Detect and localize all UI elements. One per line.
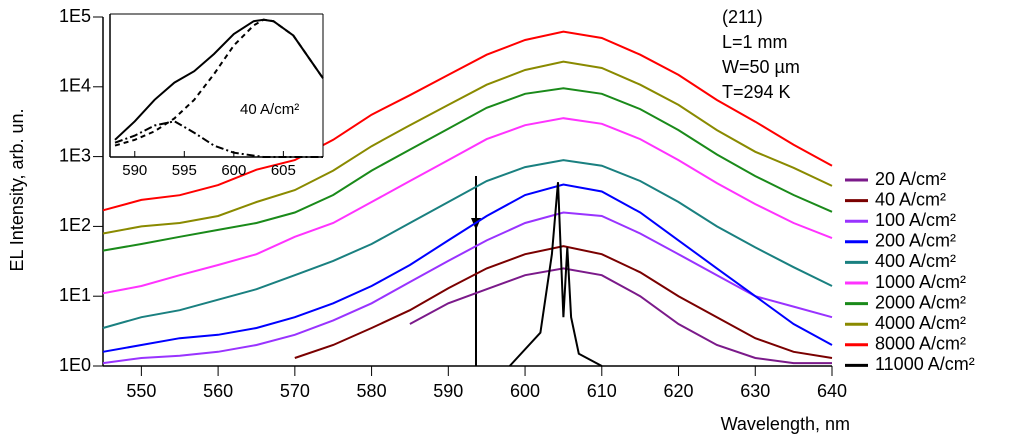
series-line [102,117,833,295]
legend-label: 100 A/cm² [875,210,956,230]
annotation: T=294 K [722,82,791,102]
series-line [102,30,833,212]
x-tick-label: 570 [280,381,310,401]
x-tick-label: 605 [271,162,296,179]
y-tick-label: 1E2 [59,215,91,235]
x-tick-label: 590 [122,162,147,179]
x-tick-label: 580 [357,381,387,401]
series-line [114,120,323,158]
series-line [102,60,833,235]
series-line [102,87,833,252]
inset-bg [110,14,323,157]
x-tick-label: 590 [433,381,463,401]
x-tick-label: 560 [203,381,233,401]
y-tick-label: 1E5 [59,6,91,26]
y-tick-label: 1E0 [59,355,91,375]
y-tick-label: 1E1 [59,285,91,305]
x-tick-label: 600 [221,162,246,179]
inset-label: 40 A/cm² [240,101,299,118]
series-line [508,182,603,367]
series-line [102,183,833,353]
legend-label: 40 A/cm² [875,189,946,209]
series-line [114,18,324,147]
y-tick-label: 1E3 [59,145,91,165]
annotation: L=1 mm [722,32,788,52]
legend-label: 200 A/cm² [875,231,956,251]
x-tick-label: 600 [510,381,540,401]
series-line [294,245,833,359]
x-tick-label: 630 [740,381,770,401]
x-tick-label: 620 [664,381,694,401]
legend-label: 2000 A/cm² [875,292,966,312]
x-tick-label: 640 [817,381,847,401]
series-line [102,159,833,329]
x-tick-label: 610 [587,381,617,401]
y-tick-label: 1E4 [59,76,91,96]
x-axis-label: Wavelength, nm [721,414,850,434]
x-tick-label: 595 [172,162,197,179]
series-line [409,267,832,365]
legend-label: 400 A/cm² [875,251,956,271]
legend-label: 1000 A/cm² [875,272,966,292]
legend-label: 8000 A/cm² [875,334,966,354]
annotation: (211) [722,7,763,27]
legend-label: 20 A/cm² [875,169,946,189]
annotation: W=50 µm [722,57,800,77]
legend-label: 4000 A/cm² [875,313,966,333]
y-axis-label: EL Intensity, arb. un. [7,108,27,271]
legend-label: 11000 A/cm² [875,354,975,374]
x-tick-label: 550 [126,381,156,401]
series-line [102,211,833,365]
